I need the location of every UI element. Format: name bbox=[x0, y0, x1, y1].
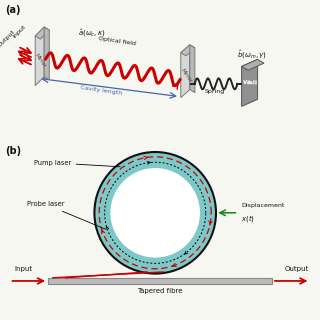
Text: Mirror: Mirror bbox=[34, 53, 47, 69]
Text: Tapered fibre: Tapered fibre bbox=[137, 288, 183, 294]
Polygon shape bbox=[181, 45, 190, 98]
Polygon shape bbox=[242, 60, 264, 70]
Polygon shape bbox=[181, 45, 195, 56]
Text: Probe laser: Probe laser bbox=[27, 201, 105, 229]
Text: Mirror: Mirror bbox=[179, 67, 193, 83]
Text: Spring: Spring bbox=[204, 89, 225, 94]
Polygon shape bbox=[242, 60, 258, 106]
Bar bbox=[48, 278, 272, 284]
Circle shape bbox=[107, 164, 204, 261]
Text: $x(t)$: $x(t)$ bbox=[241, 213, 255, 224]
Text: Wall: Wall bbox=[243, 80, 258, 86]
Polygon shape bbox=[44, 27, 49, 80]
Circle shape bbox=[110, 168, 200, 258]
Text: Cavity length: Cavity length bbox=[80, 84, 122, 95]
Text: (a): (a) bbox=[5, 5, 20, 15]
Polygon shape bbox=[35, 27, 49, 39]
Text: Pump laser: Pump laser bbox=[34, 160, 120, 167]
Text: (b): (b) bbox=[5, 146, 21, 156]
Text: Output: Output bbox=[0, 29, 16, 48]
Text: $\hat{a}(\omega_c, \kappa)$: $\hat{a}(\omega_c, \kappa)$ bbox=[78, 28, 106, 39]
Polygon shape bbox=[190, 45, 195, 93]
Text: Optical field: Optical field bbox=[98, 36, 136, 46]
Circle shape bbox=[94, 152, 216, 274]
Text: Output: Output bbox=[285, 266, 309, 272]
Text: $\hat{b}(\omega_m, \gamma)$: $\hat{b}(\omega_m, \gamma)$ bbox=[237, 49, 267, 61]
Polygon shape bbox=[35, 27, 44, 86]
Text: Input: Input bbox=[14, 266, 32, 272]
Text: Displacement: Displacement bbox=[241, 203, 284, 208]
Text: Input: Input bbox=[12, 24, 28, 39]
